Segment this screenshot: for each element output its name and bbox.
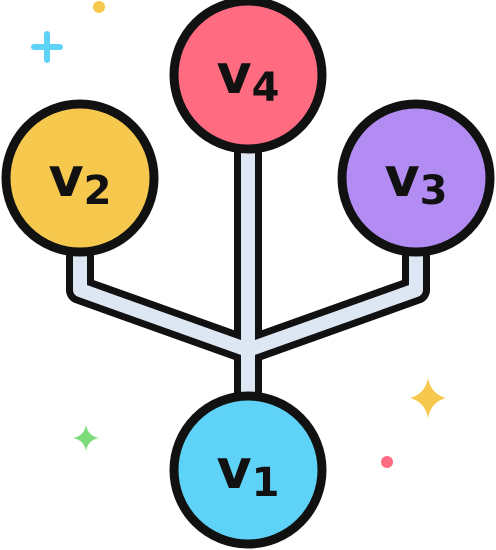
decoration-dot-top <box>93 1 105 13</box>
node-v4-circle <box>169 0 327 154</box>
node-v3: v3 <box>337 99 495 257</box>
decoration-plus-left <box>31 31 63 63</box>
node-v3-subscript: 3 <box>420 168 448 214</box>
node-v3-letter: v <box>384 146 419 209</box>
node-v1-letter: v <box>216 438 251 501</box>
svg-text:v3: v3 <box>384 146 447 214</box>
node-v4: v4 <box>169 0 327 154</box>
node-v2-circle <box>1 99 159 257</box>
svg-text:v4: v4 <box>216 43 279 111</box>
node-v2-subscript: 2 <box>84 168 112 214</box>
node-v1-subscript: 1 <box>252 460 280 506</box>
decoration-sparkle-left <box>73 425 99 451</box>
node-v2-letter: v <box>48 146 83 209</box>
node-v1: v1 <box>169 391 327 549</box>
svg-text:v2: v2 <box>48 146 111 214</box>
node-v3-circle <box>337 99 495 257</box>
svg-text:v1: v1 <box>216 438 279 506</box>
node-v4-subscript: 4 <box>252 65 280 111</box>
decoration-dot-right <box>381 456 393 468</box>
node-v2: v2 <box>1 99 159 257</box>
node-v4-letter: v <box>216 43 251 106</box>
node-v1-circle <box>169 391 327 549</box>
decorations <box>31 1 446 468</box>
decoration-sparkle-right <box>410 378 446 418</box>
